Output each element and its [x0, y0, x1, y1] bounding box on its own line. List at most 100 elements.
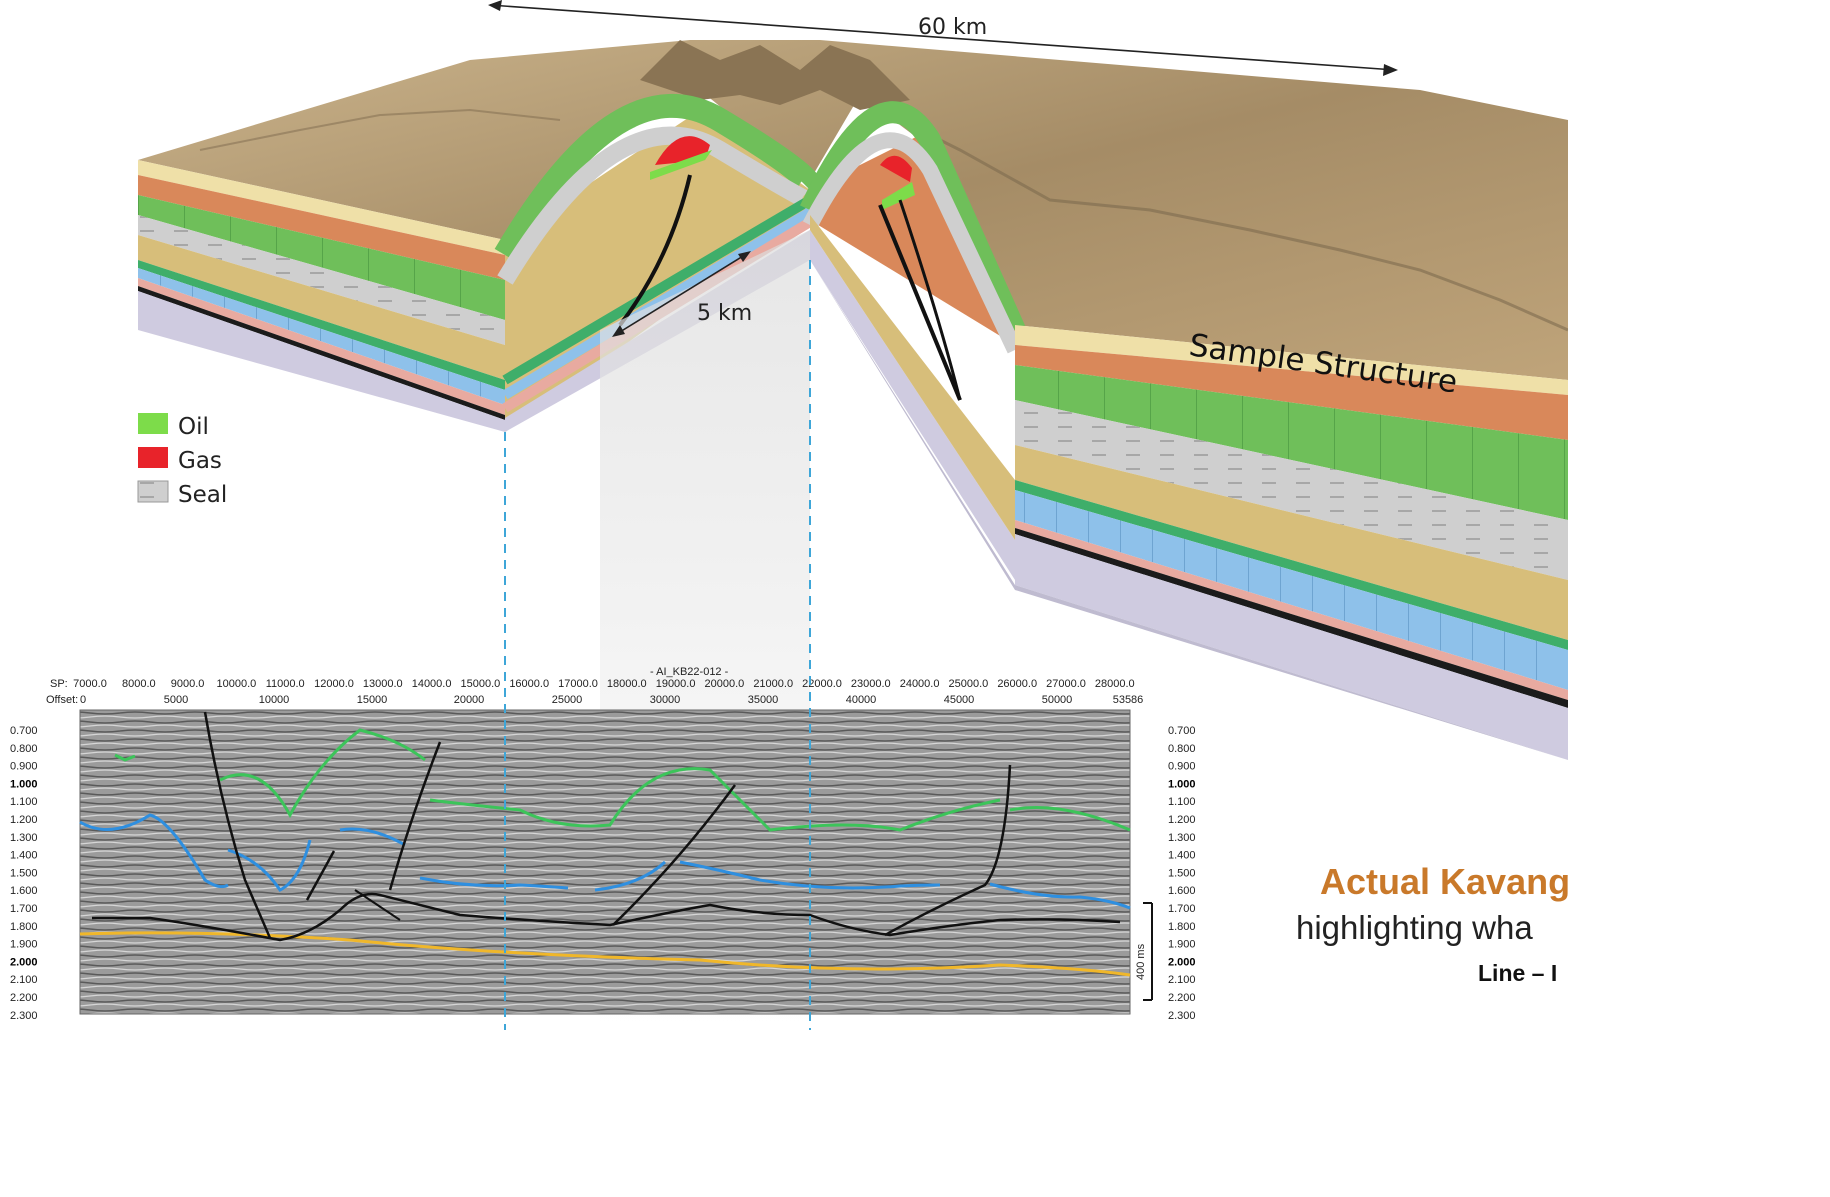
time-tick-label-right: 0.700 [1168, 725, 1196, 737]
time-tick-label-left: 2.000 [10, 956, 38, 968]
time-tick-label-right: 1.000 [1168, 778, 1196, 790]
sp-tick-label: 25000.0 [949, 678, 989, 690]
time-tick-label-left: 0.700 [10, 725, 38, 737]
horizons [79, 728, 1131, 977]
right-block-layers [800, 101, 1568, 760]
time-tick-label-left: 2.300 [10, 1010, 38, 1022]
offset-tick-label: 53586 [1113, 694, 1144, 706]
sp-tick-label: 23000.0 [851, 678, 891, 690]
sp-tick-label: 14000.0 [412, 678, 452, 690]
caption-title: Actual Kavango [1320, 861, 1592, 902]
left-block-layers [138, 93, 823, 432]
offset-tick-label: 20000 [454, 694, 485, 706]
time-tick-label-left: 1.200 [10, 814, 38, 826]
time-tick-label-right: 2.300 [1168, 1010, 1196, 1022]
time-tick-label-left: 1.600 [10, 885, 38, 897]
fault-spacing-dimension [612, 251, 751, 337]
legend: Oil Gas Seal [137, 413, 227, 508]
sp-tick-label: 15000.0 [461, 678, 501, 690]
time-tick-label-left: 1.100 [10, 796, 38, 808]
time-tick-label-left: 1.900 [10, 939, 38, 951]
time-tick-label-right: 1.500 [1168, 867, 1196, 879]
sp-tick-label: 26000.0 [997, 678, 1037, 690]
time-tick-label-right: 1.200 [1168, 814, 1196, 826]
time-tick-label-left: 1.000 [10, 778, 38, 790]
horizon-green-small [114, 753, 136, 762]
time-ticks-right: 0.700 0.800 0.900 1.000 1.100 1.200 1.300 1.400… [1168, 725, 1196, 1022]
time-tick-label-right: 0.900 [1168, 761, 1196, 773]
sp-tick-label: 13000.0 [363, 678, 403, 690]
legend-swatch-gas [138, 447, 168, 468]
time-tick-label-left: 1.700 [10, 903, 38, 915]
time-tick-label-left: 1.400 [10, 850, 38, 862]
offset-tick-label: 40000 [846, 694, 877, 706]
legend-label-oil: Oil [178, 414, 209, 440]
time-tick-label-right: 1.900 [1168, 939, 1196, 951]
scale-bar [1143, 902, 1153, 1001]
sp-tick-label: 24000.0 [900, 678, 940, 690]
horizon-green [219, 728, 1131, 832]
time-tick-label-right: 1.800 [1168, 921, 1196, 933]
legend-item-oil: Oil [138, 413, 209, 440]
legend-item-gas: Gas [138, 447, 222, 474]
caption-line: Line – I [1478, 960, 1557, 986]
time-tick-label-right: 1.300 [1168, 832, 1196, 844]
time-tick-label-left: 2.100 [10, 974, 38, 986]
offset-prefix: Offset: [46, 694, 78, 706]
sp-prefix: SP: [50, 678, 68, 690]
mountain-ridge [640, 40, 910, 110]
sp-tick-label: 16000.0 [509, 678, 549, 690]
sp-tick-label: 18000.0 [607, 678, 647, 690]
time-tick-label-right: 1.600 [1168, 885, 1196, 897]
sp-tick-label: 10000.0 [217, 678, 257, 690]
time-tick-label-right: 1.400 [1168, 850, 1196, 862]
seismic-line-name: - AI_KB22-012 - [650, 666, 729, 678]
legend-item-seal: Seal [137, 480, 227, 508]
offset-tick-label: 5000 [164, 694, 188, 706]
width-dimension [488, 0, 1398, 76]
caption: Actual Kavango highlighting wha Line – I [1296, 861, 1592, 986]
sp-ticks: 7000.0 8000.0 9000.0 10000.0 11000.0 12000.0 1… [73, 678, 1135, 690]
time-tick-label-left: 1.800 [10, 921, 38, 933]
caption-subtitle: highlighting wha [1296, 909, 1533, 946]
offset-tick-label: 10000 [259, 694, 290, 706]
time-tick-label-right: 2.100 [1168, 974, 1196, 986]
offset-tick-label: 45000 [944, 694, 975, 706]
time-tick-label-right: 2.000 [1168, 956, 1196, 968]
sp-tick-label: 27000.0 [1046, 678, 1086, 690]
right-crop [1568, 0, 1830, 1197]
sp-tick-label: 17000.0 [558, 678, 598, 690]
sp-tick-label: 12000.0 [314, 678, 354, 690]
block-diagram: 60 km 5 km Sample Structure [138, 0, 1569, 1030]
legend-label-seal: Seal [178, 482, 227, 508]
offset-tick-label: 35000 [748, 694, 779, 706]
sp-tick-label: 28000.0 [1095, 678, 1135, 690]
offset-tick-label: 50000 [1042, 694, 1073, 706]
legend-label-gas: Gas [178, 448, 222, 474]
time-tick-label-right: 1.100 [1168, 796, 1196, 808]
sp-tick-label: 11000.0 [266, 678, 305, 690]
seismic-panel [80, 710, 1130, 1014]
offset-tick-label: 15000 [357, 694, 388, 706]
legend-swatch-seal [137, 480, 169, 503]
time-tick-label-left: 1.500 [10, 867, 38, 879]
offset-tick-label: 0 [80, 694, 86, 706]
time-tick-label-right: 2.200 [1168, 992, 1196, 1004]
time-tick-label-left: 0.800 [10, 743, 38, 755]
seismic-faults [203, 711, 1012, 939]
width-label: 60 km [918, 15, 987, 40]
time-tick-label-right: 0.800 [1168, 743, 1196, 755]
offset-tick-label: 25000 [552, 694, 583, 706]
scale-bar-label: 400 ms [1135, 943, 1147, 980]
sp-tick-label: 21000.0 [753, 678, 793, 690]
horizon-black [92, 892, 1121, 942]
legend-swatch-oil [138, 413, 168, 434]
sp-tick-label: 7000.0 [73, 678, 107, 690]
sp-tick-label: 9000.0 [171, 678, 205, 690]
time-tick-label-right: 1.700 [1168, 903, 1196, 915]
time-tick-label-left: 1.300 [10, 832, 38, 844]
sp-tick-label: 20000.0 [705, 678, 745, 690]
time-tick-label-left: 2.200 [10, 992, 38, 1004]
time-ticks-left: 0.700 0.800 0.900 1.000 1.100 1.200 1.300 1.400… [10, 725, 38, 1022]
